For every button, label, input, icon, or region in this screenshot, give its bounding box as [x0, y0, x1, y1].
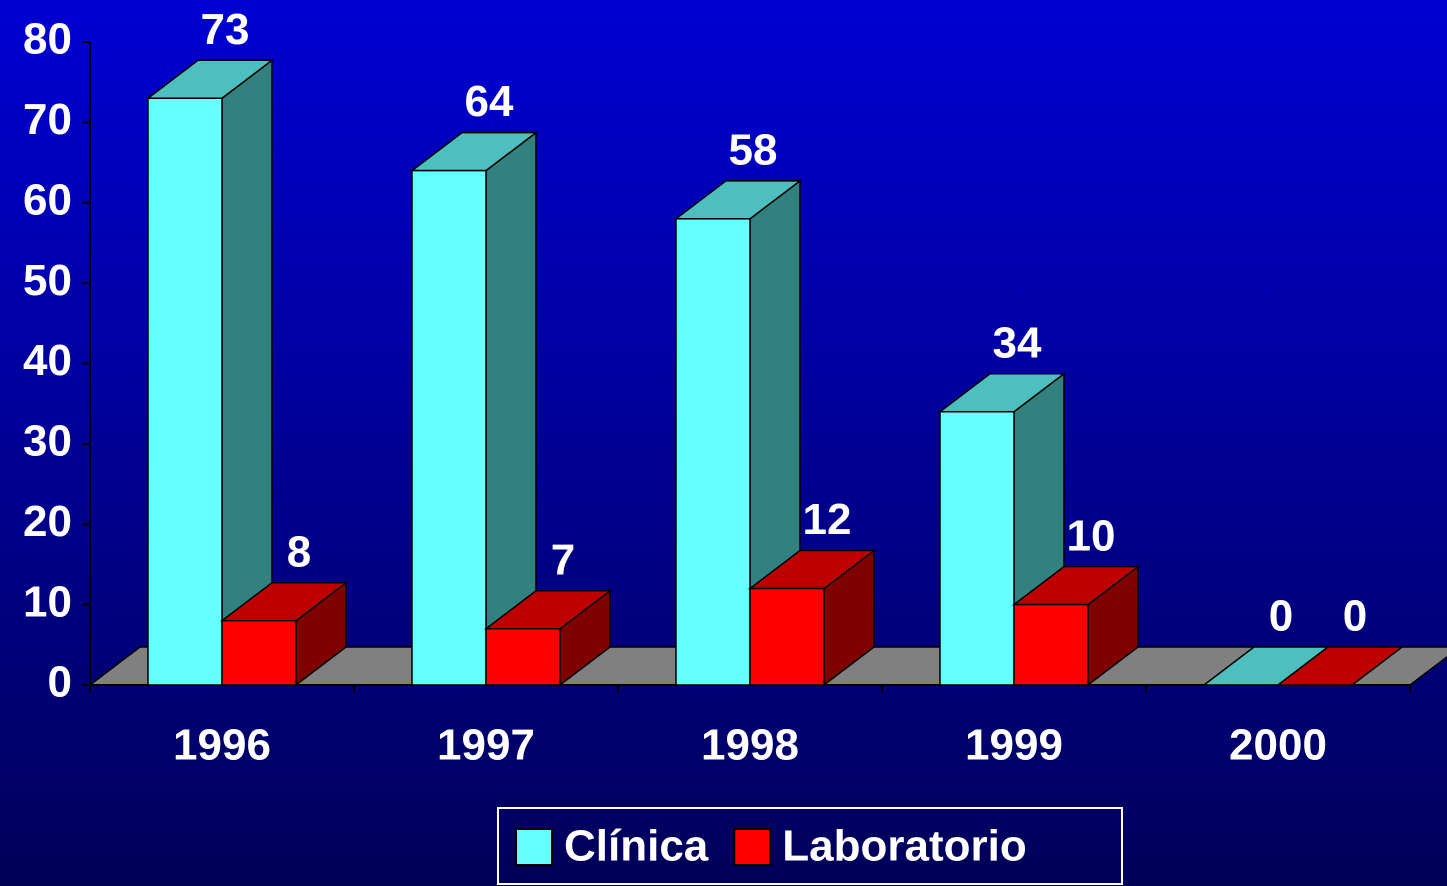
- bar: [221, 619, 297, 686]
- value-label: 12: [803, 495, 852, 544]
- bar-top: [1275, 646, 1405, 686]
- x-tick-label: 1999: [965, 721, 1063, 770]
- value-label: 8: [287, 527, 311, 576]
- bar: [147, 97, 223, 686]
- legend-swatch: [733, 828, 772, 866]
- value-label: 64: [465, 77, 514, 126]
- y-tick-label: 70: [23, 95, 72, 144]
- bar: [939, 410, 1015, 686]
- value-label: 0: [1343, 592, 1367, 641]
- y-tick-label: 80: [23, 15, 72, 64]
- legend-box: [497, 807, 1123, 885]
- legend-swatch: [515, 828, 553, 866]
- bar: [411, 169, 487, 686]
- y-tick-label: 40: [23, 336, 72, 385]
- legend-label: Clínica: [564, 822, 709, 871]
- value-label: 73: [201, 5, 250, 54]
- y-tick-label: 0: [48, 658, 72, 707]
- bar: [675, 218, 751, 686]
- value-label: 0: [1269, 592, 1293, 641]
- bar: [485, 627, 561, 686]
- bar: [1013, 603, 1089, 686]
- x-tick-label: 1996: [173, 721, 271, 770]
- y-tick-label: 60: [23, 175, 72, 224]
- y-tick-label: 50: [23, 256, 72, 305]
- y-tick-label: 30: [23, 417, 72, 466]
- bar: [749, 587, 825, 686]
- y-tick-label: 20: [23, 497, 72, 546]
- legend-label: Laboratorio: [782, 822, 1026, 871]
- x-tick-label: 1998: [701, 721, 799, 770]
- x-tick-label: 1997: [437, 721, 535, 770]
- x-tick-label: 2000: [1229, 721, 1327, 770]
- value-label: 7: [551, 535, 575, 584]
- value-label: 34: [993, 318, 1042, 367]
- y-tick-label: 10: [23, 577, 72, 626]
- value-label: 10: [1067, 511, 1116, 560]
- value-label: 58: [729, 125, 778, 174]
